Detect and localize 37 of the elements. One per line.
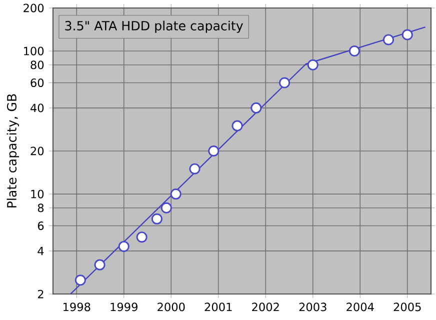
y-tick-label: 40 [30, 104, 44, 112]
point [94, 259, 106, 270]
y-tick-label: 2 [38, 290, 44, 298]
y-tick-label: 10 [31, 190, 44, 198]
point [136, 232, 148, 243]
point [151, 213, 162, 224]
point [208, 145, 220, 157]
x-tick-label: 2004 [346, 302, 374, 312]
point [160, 202, 172, 214]
point [74, 274, 86, 286]
point [189, 163, 200, 174]
y-tick-label: 100 [24, 46, 44, 56]
point [402, 29, 413, 40]
x-tick-label: 2003 [299, 302, 326, 312]
y-tick-label: 60 [30, 78, 44, 88]
y-tick-label: 4 [38, 246, 44, 256]
y-tick-label: 8 [38, 204, 44, 212]
x-tick-label: 1999 [110, 302, 138, 312]
x-tick-label: 2000 [158, 302, 185, 312]
x-tick-label: 2001 [204, 302, 232, 312]
y-tick-label: 80 [30, 60, 44, 70]
point [250, 102, 262, 114]
point [307, 59, 318, 70]
point [170, 188, 182, 200]
point [348, 46, 360, 57]
y-axis-title: Plate capacity, GB [6, 94, 19, 208]
y-tick-label: 6 [38, 222, 44, 230]
text: 3.5" ATA HDD plate capacity [65, 20, 243, 33]
point [118, 240, 130, 252]
x-tick-label: 1998 [64, 302, 90, 312]
y-tick-label: 200 [24, 4, 44, 12]
x-tick-label: 2002 [252, 302, 279, 312]
x-tick-label: 2005 [394, 302, 421, 312]
point [279, 77, 290, 88]
y-tick-label: 20 [30, 146, 44, 156]
point [382, 34, 394, 46]
point [232, 120, 243, 132]
